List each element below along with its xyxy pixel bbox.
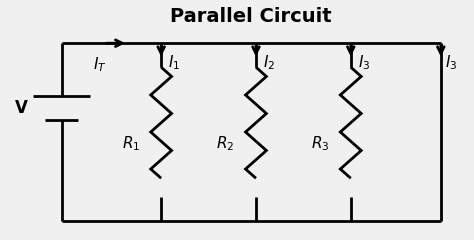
Text: $I_T$: $I_T$ xyxy=(93,55,106,74)
Text: $I_2$: $I_2$ xyxy=(263,53,275,72)
Text: $R_3$: $R_3$ xyxy=(311,135,329,153)
Text: Parallel Circuit: Parallel Circuit xyxy=(171,7,332,26)
Text: $R_1$: $R_1$ xyxy=(121,135,140,153)
Text: $R_2$: $R_2$ xyxy=(216,135,235,153)
Text: V: V xyxy=(15,99,28,117)
Text: $I_3$: $I_3$ xyxy=(445,53,457,72)
Text: $I_1$: $I_1$ xyxy=(168,53,181,72)
Text: $I_3$: $I_3$ xyxy=(358,53,370,72)
